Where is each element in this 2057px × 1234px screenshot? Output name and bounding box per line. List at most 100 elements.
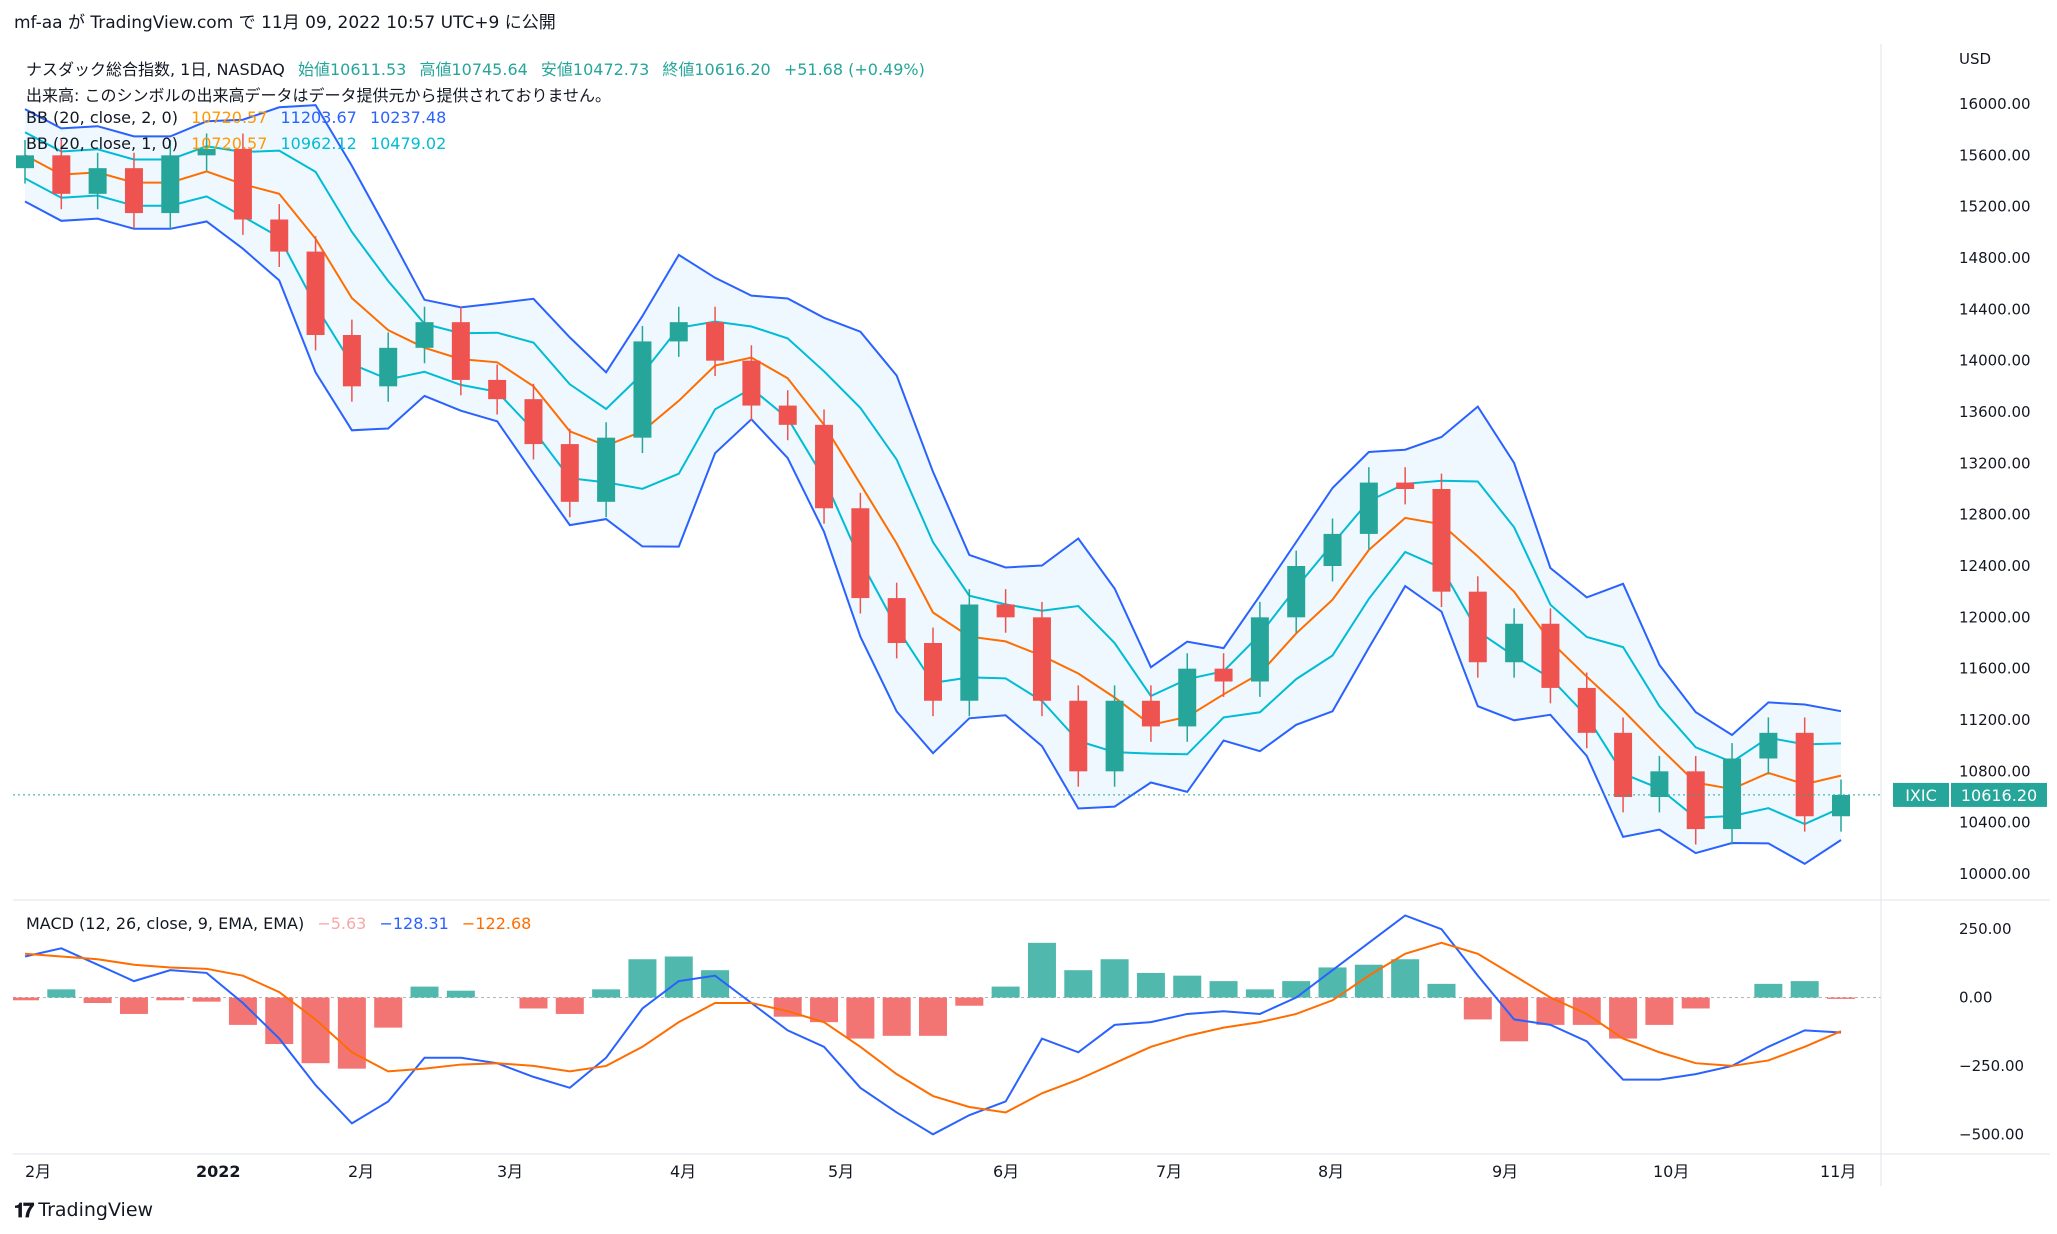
candle-body (233, 148, 252, 220)
macd-histogram-bar (1754, 983, 1783, 998)
macd-hist-value: −5.63 (317, 914, 367, 933)
price-tick-label: 11200.00 (1959, 711, 2031, 729)
candle-body (1723, 758, 1742, 830)
candle-body (342, 335, 361, 387)
bb2-label: BB (20, close, 1, 0) (26, 134, 178, 153)
time-tick-label: 2022 (196, 1162, 241, 1181)
candle-body (887, 598, 906, 643)
last-price-symbol: IXIC (1905, 786, 1937, 805)
price-tick-label: 15200.00 (1959, 198, 2031, 216)
time-tick-label: 2月 (25, 1162, 51, 1181)
macd-histogram-bar (1645, 997, 1674, 1025)
candle-body (1141, 700, 1160, 727)
macd-histogram-bar (991, 986, 1020, 998)
candle-body (1178, 668, 1197, 727)
macd-value: −128.31 (379, 914, 449, 933)
macd-line (24, 914, 1842, 1136)
macd-histogram-bar (301, 997, 330, 1064)
macd-histogram-bar (1245, 989, 1274, 998)
candle-body (1541, 623, 1560, 688)
price-tick-label: 14800.00 (1959, 249, 2031, 267)
macd-signal-value: −122.68 (461, 914, 532, 933)
macd-histogram-bar (919, 997, 947, 1036)
macd-histogram-bar (1463, 997, 1492, 1020)
candle-body (161, 155, 180, 214)
macd-histogram-bar (882, 997, 911, 1036)
macd-histogram-bar (265, 997, 294, 1045)
macd-histogram-bar (1318, 967, 1347, 998)
candle-body (1650, 771, 1669, 797)
time-tick-label: 4月 (670, 1162, 696, 1181)
price-tick-label: 12400.00 (1959, 557, 2031, 575)
macd-histogram-bar (374, 997, 403, 1028)
bb1-label: BB (20, close, 2, 0) (26, 108, 178, 127)
candle-body (924, 643, 942, 701)
candle-body (1105, 700, 1124, 772)
time-tick-label: 2月 (348, 1162, 374, 1181)
legend-bb2[interactable]: BB (20, close, 1, 0) 10720.57 10962.12 1… (26, 134, 454, 153)
signal-line (24, 941, 1842, 1114)
candle-body (815, 424, 834, 509)
price-tick-label: 10400.00 (1959, 814, 2031, 832)
candle-body (633, 341, 652, 438)
macd-histogram-bar (1027, 942, 1056, 998)
bb2-upper-line (24, 104, 1842, 737)
candle-body (270, 219, 289, 252)
candle-body (1396, 482, 1415, 489)
time-tick-label: 9月 (1492, 1162, 1518, 1181)
candle-body (197, 148, 216, 156)
macd-histogram-bar (1209, 981, 1238, 998)
macd-histogram-bar (13, 997, 39, 1001)
candle-body (742, 360, 761, 406)
time-tick-label: 3月 (497, 1162, 523, 1181)
legend-volume-note: 出来高: このシンボルの出来高データはデータ提供元から提供されておりません。 (26, 86, 612, 105)
candle-body (1250, 617, 1269, 682)
macd-pane: 250.00 0.00 −250.00 −500.00 (13, 914, 2024, 1143)
candle-body (669, 322, 688, 342)
candle-body (1614, 732, 1633, 797)
macd-histogram-bar (1681, 997, 1710, 1009)
macd-histogram-bar (192, 997, 221, 1002)
publish-line: mf-aa が TradingView.com で 11月 09, 2022 1… (14, 13, 556, 33)
macd-histogram-bar (592, 989, 621, 998)
macd-histogram-bar (555, 997, 584, 1014)
legend-high: 高値10745.64 (419, 60, 528, 79)
macd-histogram-bar (1427, 983, 1456, 998)
chart-canvas[interactable]: 250.00 0.00 −250.00 −500.00 USD 16000.00 1560… (13, 44, 2050, 1186)
candle-body (52, 155, 71, 194)
candle-body (1069, 700, 1088, 772)
candle-body (1832, 794, 1850, 817)
macd-tick-label: −250.00 (1959, 1057, 2024, 1075)
price-tick-label: 14400.00 (1959, 300, 2031, 318)
candle-body (124, 168, 143, 214)
time-tick-label: 8月 (1318, 1162, 1344, 1181)
candle-body (778, 405, 797, 425)
time-tick-label: 5月 (828, 1162, 854, 1181)
bb1-upper: 11203.67 (280, 108, 357, 127)
candle-body (1686, 771, 1705, 830)
legend-bb1[interactable]: BB (20, close, 2, 0) 10720.57 11203.67 1… (26, 108, 454, 127)
price-tick-label: 14000.00 (1959, 352, 2031, 370)
macd-histogram-bar (955, 997, 984, 1006)
time-tick-label: 7月 (1156, 1162, 1182, 1181)
candle-body (1359, 482, 1378, 534)
candle-body (597, 437, 616, 502)
price-tick-label: 12000.00 (1959, 608, 2031, 626)
axis-currency: USD (1959, 50, 1991, 68)
legend-symbol: ナスダック総合指数, 1日, NASDAQ (26, 60, 285, 79)
brand-name: TradingView (38, 1199, 154, 1221)
candle-body (560, 444, 579, 502)
candle-body (451, 322, 470, 380)
price-tick-label: 15600.00 (1959, 146, 2031, 164)
macd-histogram-bar (664, 956, 693, 998)
last-price-symbol-box (1893, 782, 1949, 807)
candle-body (1759, 732, 1778, 759)
macd-histogram-bar (1391, 959, 1420, 998)
candle-body (960, 604, 979, 701)
macd-histogram-bar (1064, 970, 1093, 998)
legend-macd[interactable]: MACD (12, 26, close, 9, EMA, EMA) −5.63 … (26, 914, 539, 933)
time-tick-label: 11月 (1820, 1162, 1856, 1181)
macd-histogram-bar (628, 959, 657, 998)
price-tick-label: 11600.00 (1959, 660, 2031, 678)
last-price-value-box (1951, 782, 2047, 807)
